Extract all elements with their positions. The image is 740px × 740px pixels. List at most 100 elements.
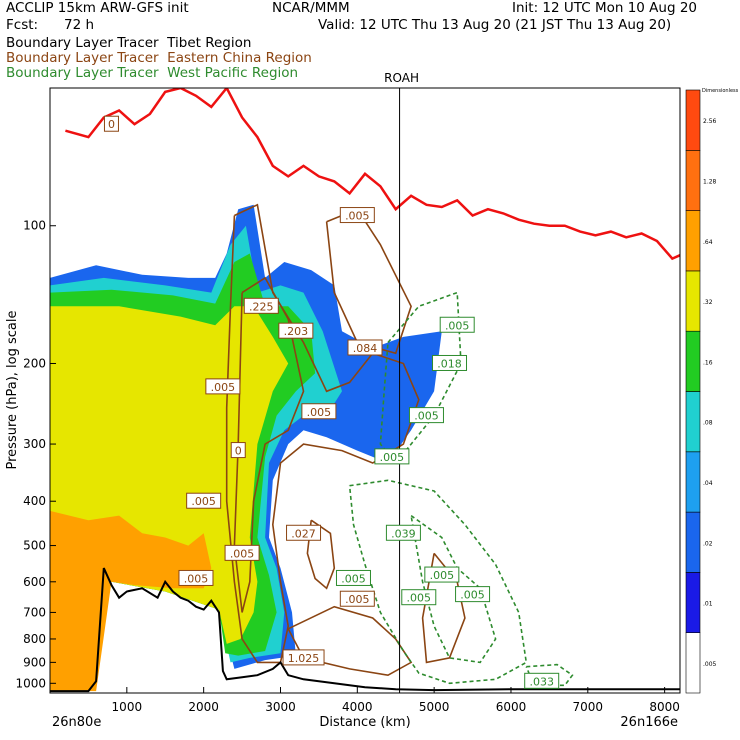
eastchina-label: .005: [339, 207, 375, 224]
colorbar-level-label: .64: [703, 239, 713, 246]
westpac-label-text: .005: [460, 589, 485, 602]
x-end-label: 26n166e: [620, 715, 678, 730]
colorbar-level-label: 2.56: [703, 118, 717, 125]
field-tibet: Boundary Layer Tracer Tibet Region: [6, 35, 252, 51]
westpac-label-text: .005: [414, 410, 439, 423]
eastchina-label-text: .005: [191, 495, 216, 508]
colorbar-swatch: [685, 150, 701, 211]
tropopause-terrain-lines: [50, 88, 680, 693]
westpac-label-text: .005: [430, 569, 455, 582]
y-tick-label: 600: [23, 575, 46, 589]
x-tick-label: 3000: [265, 700, 296, 714]
eastchina-label: .005: [301, 403, 337, 420]
westpac-label-text: .039: [391, 527, 416, 540]
colorbar-level-label: .005: [703, 661, 717, 668]
eastchina-label-box: [339, 590, 375, 607]
init-time: Init: 12 UTC Mon 10 Aug 20: [512, 0, 697, 16]
x-start-label: 26n80e: [52, 715, 101, 730]
fcst-value: 72 h: [64, 17, 95, 33]
eastchina-label-text: .005: [211, 381, 236, 394]
westpac-label-text: .005: [407, 592, 432, 605]
westpac-label-text: .018: [437, 357, 462, 370]
colorbar-level-label: .16: [703, 359, 713, 366]
westpac-label-box: [408, 407, 444, 424]
eastchina-label-text: .027: [291, 527, 316, 540]
eastchina-label-box: [186, 492, 222, 509]
westpac-label: .018: [432, 354, 468, 371]
colorbar-level-label: .02: [703, 540, 713, 547]
westpac-contour-8: [410, 514, 497, 664]
westpac-label: .005: [455, 586, 491, 603]
eastchina-label-text: .005: [230, 547, 255, 560]
eastchina-label-text: .084: [353, 342, 378, 355]
fcst-label: Fcst:: [6, 17, 39, 33]
colorbar-swatch: [685, 572, 701, 634]
plot-frame: [49, 87, 681, 694]
westpac-label: .005: [408, 407, 444, 424]
eastchina-label: .005: [205, 378, 241, 395]
westpac-label: .005: [335, 569, 371, 586]
colorbar-level-label: .04: [703, 480, 713, 487]
eastchina-label-box: [230, 442, 246, 459]
westpac-label-box: [524, 672, 560, 689]
eastchina-label-text: .203: [284, 325, 309, 338]
eastchina-label: .005: [186, 492, 222, 509]
x-tick-label: 2000: [188, 700, 219, 714]
eastchina-contour-0: [225, 203, 420, 664]
center-label: NCAR/MMM: [272, 0, 350, 16]
eastchina-label-box: [243, 297, 279, 314]
eastchina-label-box: [205, 378, 241, 395]
westpac-label-text: .005: [341, 572, 366, 585]
roah-marker-label: ROAH: [384, 71, 419, 85]
colorbar-swatch: [685, 391, 701, 453]
colorbar-swatch: [685, 632, 701, 694]
colorbar-swatch: [685, 89, 701, 151]
colorbar-level-label: .32: [703, 299, 713, 306]
x-tick-label: 1000: [112, 700, 143, 714]
x-tick-label: 8000: [649, 700, 680, 714]
tracer-fill-4: [50, 510, 212, 692]
colorbar-swatch: [685, 330, 701, 392]
x-tick-label: 4000: [342, 700, 373, 714]
x-tick-label: 6000: [496, 700, 527, 714]
eastchina-label-box: [347, 339, 383, 356]
eastchina-label: .005: [178, 569, 214, 586]
westpac-label: .039: [385, 524, 421, 541]
westpac-label: .005: [424, 566, 460, 583]
colorbar-swatch: [685, 210, 701, 272]
valid-time: Valid: 12 UTC Thu 13 Aug 20 (21 JST Thu …: [318, 17, 672, 33]
eastchina-label: 0: [103, 115, 119, 132]
westpac-label: .033: [524, 672, 560, 689]
eastchina-label-box: [282, 649, 325, 666]
x-axis-title: Distance (km): [319, 715, 410, 730]
y-tick-label: 500: [23, 539, 46, 553]
westpac-label-box: [385, 524, 421, 541]
eastchina-label-box: [178, 569, 214, 586]
westpac-label-box: [455, 586, 491, 603]
colorbar-level-label: .08: [703, 420, 713, 427]
eastchina-contour-1: [233, 276, 305, 613]
y-tick-label: 900: [23, 655, 46, 669]
colorbar-level-label: .01: [703, 601, 713, 608]
colorbar-swatch: [685, 451, 701, 513]
eastchina-contour-3: [306, 519, 336, 590]
eastchina-label: .203: [278, 322, 314, 339]
eastchina-label-text: .005: [345, 210, 370, 223]
westpac-label: .005: [401, 589, 437, 606]
y-tick-label: 700: [23, 605, 46, 619]
colorbar-level-label: 1.28: [703, 178, 717, 185]
eastchina-label-text: .005: [184, 572, 209, 585]
eastchina-label: .005: [339, 590, 375, 607]
y-axis-title: Pressure (hPa), log scale: [5, 311, 20, 470]
y-tick-label: 400: [23, 494, 46, 508]
westpac-contour-6: [379, 291, 462, 465]
eastchina-label-box: [278, 322, 314, 339]
y-tick-label: 200: [23, 356, 46, 370]
y-tick-label: 800: [23, 632, 46, 646]
eastchina-label-text: .225: [249, 300, 274, 313]
westpac-label-box: [439, 316, 475, 333]
contour-labels: .005 .225 .203 .084 .005 .005 0 .005 .027 .005 .00…: [103, 115, 560, 689]
westpac-label-text: .033: [529, 675, 554, 688]
colorbar: .005 .01 .02 .04 .08 .16 .32 .64 1.28 2.56 Dimensi…: [685, 88, 739, 694]
